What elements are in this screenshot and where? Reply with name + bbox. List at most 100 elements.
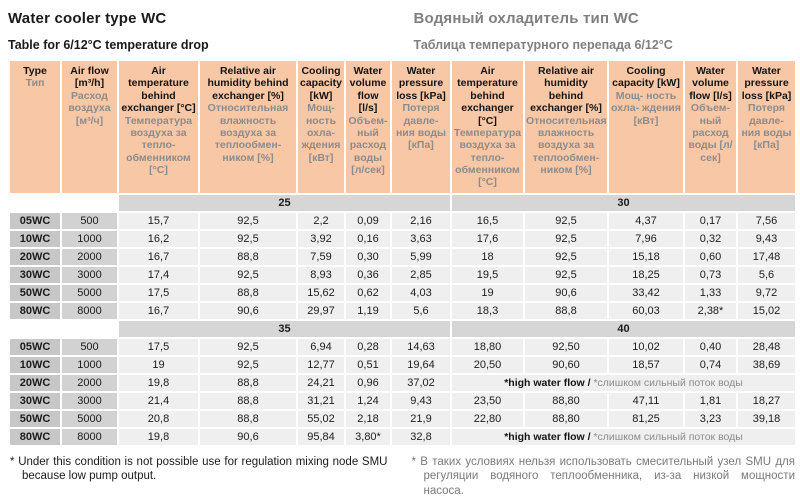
type-cell: 50WC [10, 284, 60, 301]
value-cell: 2,2 [298, 212, 344, 229]
value-cell: 4,37 [609, 212, 683, 229]
col-header-water-flow-right: Water volume flow [l/s] Объем- ный расход… [685, 61, 736, 193]
value-cell: 88,8 [200, 284, 296, 301]
value-cell: 31,21 [298, 392, 344, 409]
value-cell: 16,7 [119, 248, 198, 265]
value-cell: 2,38* [685, 302, 736, 319]
value-cell: 6,94 [298, 338, 344, 355]
value-cell: 20,8 [119, 410, 198, 427]
type-cell: 80WC [10, 428, 60, 445]
col-header-pressure-right: Water pressure loss [kPa] Потеря давле- н… [738, 61, 795, 193]
value-cell: 3,80* [346, 428, 390, 445]
value-cell: 1,33 [685, 284, 736, 301]
airflow-cell: 2000 [62, 374, 117, 391]
value-cell: 5,6 [392, 302, 450, 319]
value-cell: 19 [452, 284, 523, 301]
value-cell: 18,25 [609, 266, 683, 283]
value-cell: 90,6 [200, 302, 296, 319]
value-cell: 88,8 [200, 410, 296, 427]
airflow-cell: 8000 [62, 302, 117, 319]
table-row: 10WC 1000 16,2 92,5 3,92 0,16 3,63 17,6 92,5 7,96… [10, 230, 795, 247]
value-cell: 18,57 [609, 356, 683, 373]
note-text-ru: *слишком сильный поток воды [593, 376, 743, 389]
value-cell: 9,43 [738, 230, 795, 247]
value-cell: 0,36 [346, 266, 390, 283]
value-cell: 28,48 [738, 338, 795, 355]
band-blank-cell [10, 320, 117, 337]
airflow-cell: 8000 [62, 428, 117, 445]
value-cell: 3,92 [298, 230, 344, 247]
value-cell: 92,5 [200, 266, 296, 283]
col-header-cooling-right: Cooling capacity [kW] Мощ- ность охла- жд… [609, 61, 683, 193]
value-cell: 0,74 [685, 356, 736, 373]
high-water-flow-note: *high water flow / *слишком сильный пото… [452, 428, 795, 445]
value-cell: 0,28 [346, 338, 390, 355]
value-cell: 19 [119, 356, 198, 373]
value-cell: 1,81 [685, 392, 736, 409]
type-cell: 10WC [10, 356, 60, 373]
value-cell: 1,24 [346, 392, 390, 409]
footnote-en: * Under this condition is not possible u… [10, 455, 388, 483]
value-cell: 16,7 [119, 302, 198, 319]
type-cell: 20WC [10, 374, 60, 391]
value-cell: 88,8 [200, 374, 296, 391]
cooler-data-table: Type Тип Air flow [m³/h] Расход воздуха [м… [8, 59, 797, 447]
value-cell: 19,5 [452, 266, 523, 283]
value-cell: 21,9 [392, 410, 450, 427]
value-cell: 4,03 [392, 284, 450, 301]
col-header-water-flow-left: Water volume flow [l/s] Объем- ный расход… [346, 61, 390, 193]
table-row: 20WC 2000 19,8 88,8 24,21 0,96 37,02 *high wate… [10, 374, 795, 391]
value-cell: 0,40 [685, 338, 736, 355]
value-cell: 92,5 [200, 356, 296, 373]
col-header-humidity-right: Relative air humidity behind exchanger [… [525, 61, 607, 193]
note-text-en: *high water flow / [504, 376, 591, 389]
value-cell: 29,97 [298, 302, 344, 319]
value-cell: 32,8 [392, 428, 450, 445]
value-cell: 7,59 [298, 248, 344, 265]
value-cell: 19,64 [392, 356, 450, 373]
value-cell: 92,5 [200, 212, 296, 229]
table-row: 20WC 2000 16,7 88,8 7,59 0,30 5,99 18 92,5 15,18 0… [10, 248, 795, 265]
page-subtitle-en: Table for 6/12°C temperature drop [8, 38, 209, 52]
value-cell: 15,62 [298, 284, 344, 301]
col-header-air-temp-left: Air temperature behind exchanger [°C] Тем… [119, 61, 198, 193]
note-text-en: *high water flow / [504, 430, 591, 443]
value-cell: 18 [452, 248, 523, 265]
value-cell: 3,23 [685, 410, 736, 427]
header-row: Type Тип Air flow [m³/h] Расход воздуха [м… [10, 61, 795, 193]
footnote-marker: * [10, 455, 15, 468]
value-cell: 60,03 [609, 302, 683, 319]
value-cell: 10,02 [609, 338, 683, 355]
col-header-air-temp-right: Air temperature behind exchanger [°C] Тем… [452, 61, 523, 193]
band-temp-left: 35 [119, 320, 450, 337]
value-cell: 17,48 [738, 248, 795, 265]
type-cell: 10WC [10, 230, 60, 247]
col-header-pressure-left: Water pressure loss [kPa] Потеря давле- н… [392, 61, 450, 193]
value-cell: 19,8 [119, 374, 198, 391]
airflow-cell: 500 [62, 212, 117, 229]
value-cell: 15,18 [609, 248, 683, 265]
value-cell: 0,16 [346, 230, 390, 247]
value-cell: 14,63 [392, 338, 450, 355]
value-cell: 15,7 [119, 212, 198, 229]
page-title-ru: Водяный охладитель тип WC [413, 10, 639, 27]
value-cell: 0,17 [685, 212, 736, 229]
value-cell: 47,11 [609, 392, 683, 409]
value-cell: 17,4 [119, 266, 198, 283]
col-header-cooling-left: Cooling capacity [kW] Мощ- ность охла- жд… [298, 61, 344, 193]
value-cell: 23,50 [452, 392, 523, 409]
value-cell: 88,80 [525, 392, 607, 409]
band-row-1: 35 40 [10, 320, 795, 337]
note-text-ru: *слишком сильный поток воды [593, 430, 743, 443]
page-subtitle-ru: Таблица температурного перепада 6/12°C [413, 38, 673, 52]
value-cell: 92,5 [525, 248, 607, 265]
value-cell: 0,62 [346, 284, 390, 301]
table-row: 50WC 5000 17,5 88,8 15,62 0,62 4,03 19 90,6 33,42… [10, 284, 795, 301]
table-row: 50WC 5000 20,8 88,8 55,02 2,18 21,9 22,80 88,80 8… [10, 410, 795, 427]
title-block: Water cooler type WC Table for 6/12°C te… [8, 6, 795, 59]
footnotes: * Under this condition is not possible u… [8, 455, 795, 498]
value-cell: 37,02 [392, 374, 450, 391]
value-cell: 18,3 [452, 302, 523, 319]
table-row: 30WC 3000 21,4 88,8 31,21 1,24 9,43 23,50 88,80 4… [10, 392, 795, 409]
value-cell: 15,02 [738, 302, 795, 319]
